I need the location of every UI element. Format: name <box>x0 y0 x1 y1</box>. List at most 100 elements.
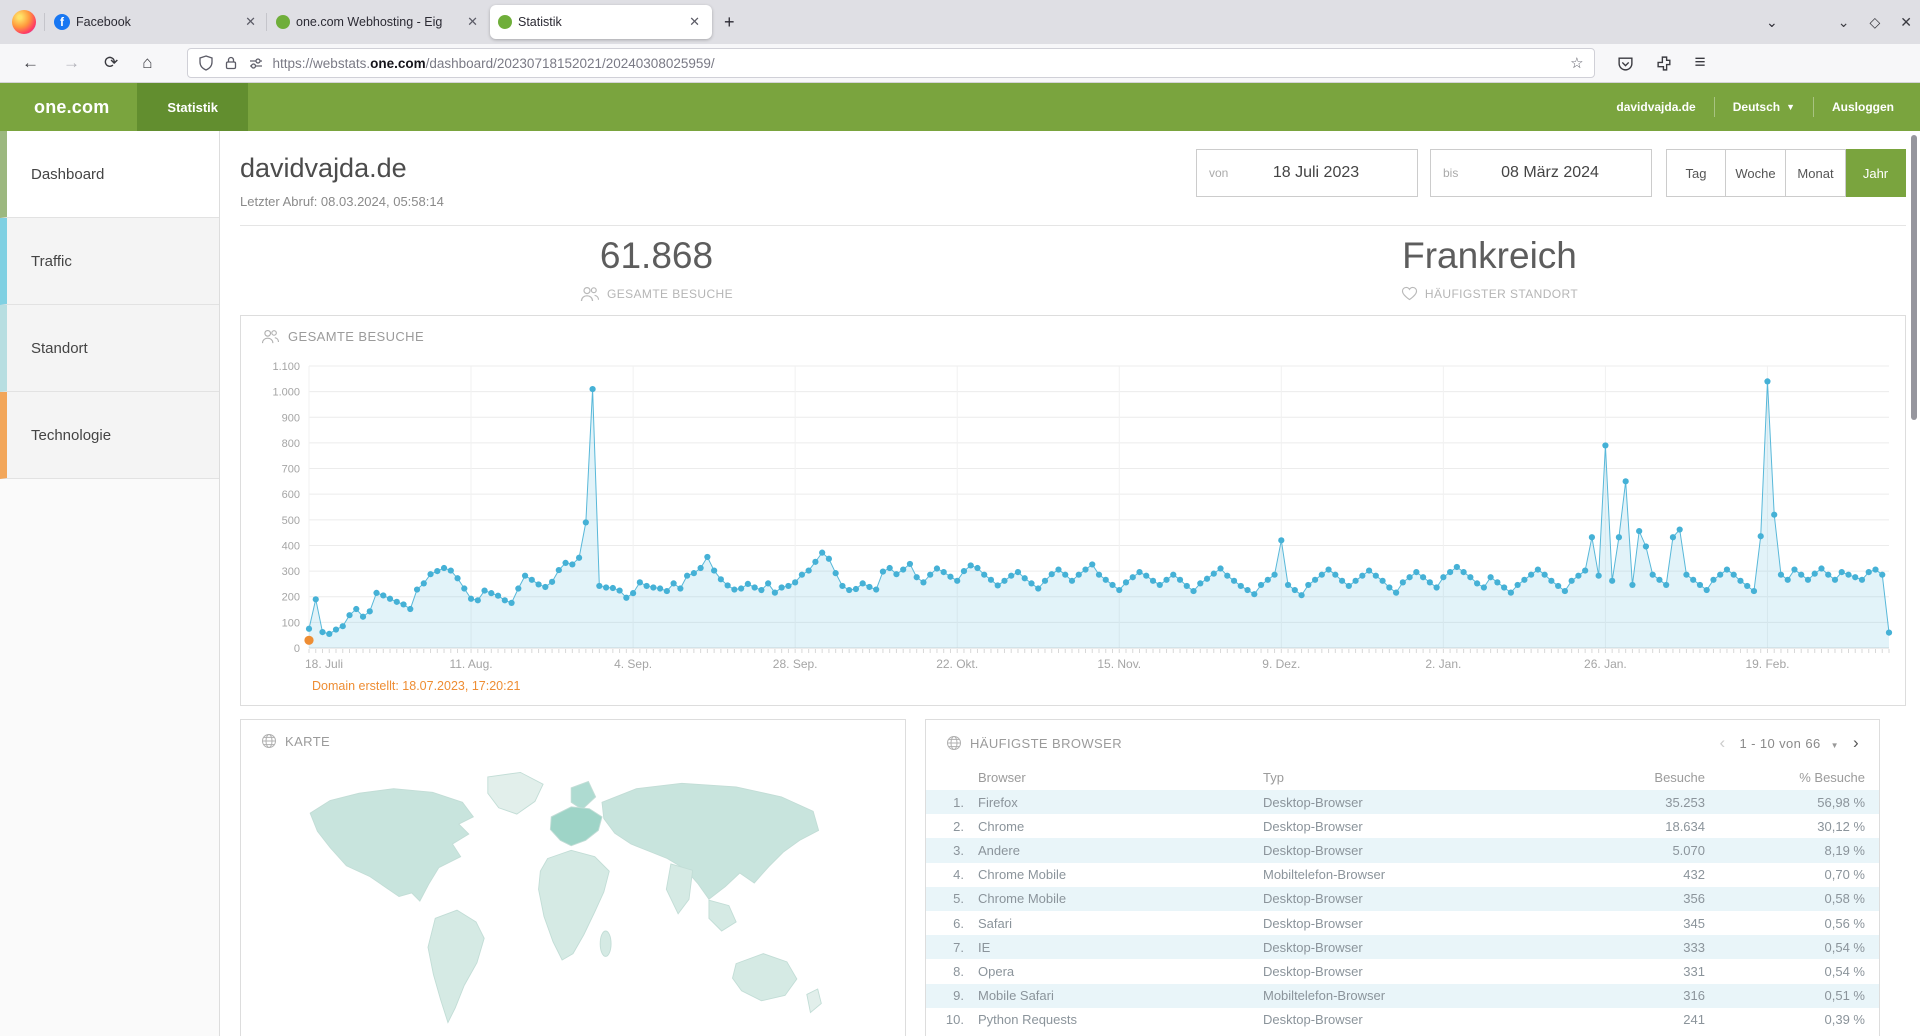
data-point[interactable] <box>927 571 934 578</box>
data-point[interactable] <box>420 580 427 587</box>
data-point[interactable] <box>765 580 772 587</box>
data-point[interactable] <box>839 582 846 590</box>
url-bar[interactable]: https://webstats.one.com/dashboard/20230… <box>186 48 1595 78</box>
data-point[interactable] <box>933 565 941 572</box>
data-point[interactable] <box>738 585 745 592</box>
data-point[interactable] <box>589 385 596 393</box>
data-point[interactable] <box>1365 567 1373 574</box>
data-point[interactable] <box>339 623 346 630</box>
data-point[interactable] <box>1447 569 1454 576</box>
permissions-icon[interactable] <box>248 55 264 71</box>
data-point[interactable] <box>825 555 833 562</box>
data-point[interactable] <box>1555 582 1562 590</box>
data-point[interactable] <box>879 568 887 575</box>
data-point[interactable] <box>447 567 454 574</box>
data-point[interactable] <box>1224 572 1231 579</box>
menu-hamburger-icon[interactable]: ≡ <box>1694 52 1706 73</box>
data-point[interactable] <box>582 519 589 526</box>
data-point[interactable] <box>1237 582 1244 590</box>
data-point[interactable] <box>1163 576 1170 583</box>
data-point[interactable] <box>1170 571 1177 578</box>
data-point[interactable] <box>1771 511 1778 518</box>
data-point[interactable] <box>630 590 637 597</box>
data-point[interactable] <box>819 549 826 556</box>
pagination-dropdown[interactable]: 1 - 10 von 66 ▼ <box>1739 735 1839 751</box>
data-point[interactable] <box>1474 580 1481 587</box>
data-point[interactable] <box>1129 574 1136 581</box>
data-point[interactable] <box>954 577 961 584</box>
data-point[interactable] <box>1332 571 1339 578</box>
data-point[interactable] <box>602 584 610 591</box>
window-maximize-icon[interactable]: ◇ <box>1869 13 1881 30</box>
data-point[interactable] <box>670 580 677 587</box>
data-point[interactable] <box>1838 569 1845 576</box>
data-point[interactable] <box>461 585 468 592</box>
data-point[interactable] <box>974 564 981 572</box>
data-point[interactable] <box>1642 543 1650 550</box>
data-point[interactable] <box>832 570 839 577</box>
data-point[interactable] <box>434 567 441 575</box>
data-point[interactable] <box>413 586 421 593</box>
data-point[interactable] <box>1217 565 1224 572</box>
data-point[interactable] <box>319 629 326 636</box>
data-point[interactable] <box>386 595 394 602</box>
data-point[interactable] <box>312 596 319 603</box>
data-point[interactable] <box>798 571 806 578</box>
data-point[interactable] <box>1183 582 1190 590</box>
data-point[interactable] <box>893 571 900 578</box>
data-point[interactable] <box>663 587 670 595</box>
data-point[interactable] <box>900 566 907 573</box>
data-point[interactable] <box>960 567 968 575</box>
data-point[interactable] <box>1595 572 1602 579</box>
data-point[interactable] <box>940 569 947 576</box>
data-point[interactable] <box>1791 566 1798 573</box>
data-point[interactable] <box>805 567 812 574</box>
data-point[interactable] <box>636 579 643 586</box>
data-point[interactable] <box>535 581 542 588</box>
data-point[interactable] <box>1244 586 1251 594</box>
data-point[interactable] <box>1521 576 1528 583</box>
data-point[interactable] <box>1514 581 1521 589</box>
data-point[interactable] <box>1872 566 1879 573</box>
data-point[interactable] <box>1845 571 1852 578</box>
visits-line-chart[interactable]: 0 100 200 300 400 500 600 700 800 900 1.000 1.100 18… <box>241 352 1903 700</box>
data-point[interactable] <box>393 598 400 605</box>
data-point[interactable] <box>1602 442 1609 449</box>
data-point[interactable] <box>454 575 461 582</box>
data-point[interactable] <box>1831 576 1839 583</box>
data-point[interactable] <box>1068 577 1076 584</box>
data-point[interactable] <box>1723 566 1731 573</box>
list-tabs-icon[interactable]: ⌄ <box>1766 13 1778 30</box>
data-point[interactable] <box>1413 569 1420 576</box>
data-point[interactable] <box>650 584 657 591</box>
data-point[interactable] <box>1264 576 1271 583</box>
data-point[interactable] <box>697 564 704 572</box>
data-point[interactable] <box>1683 571 1690 578</box>
data-point[interactable] <box>744 580 751 588</box>
data-point[interactable] <box>616 587 623 594</box>
data-point[interactable] <box>771 589 778 596</box>
data-point[interactable] <box>569 561 576 568</box>
data-point[interactable] <box>1176 576 1184 583</box>
data-point[interactable] <box>353 605 360 613</box>
data-point[interactable] <box>326 630 333 637</box>
data-point[interactable] <box>1102 576 1109 583</box>
period-button-tag[interactable]: Tag <box>1666 149 1726 197</box>
data-point[interactable] <box>1480 584 1487 591</box>
data-point[interactable] <box>1757 533 1764 540</box>
window-close-icon[interactable]: ✕ <box>1900 13 1912 30</box>
data-point[interactable] <box>1082 566 1089 573</box>
data-point[interactable] <box>380 592 387 599</box>
data-point[interactable] <box>562 559 569 566</box>
data-point[interactable] <box>528 576 535 583</box>
data-point[interactable] <box>1629 581 1636 589</box>
data-point[interactable] <box>1609 577 1616 584</box>
data-point[interactable] <box>1230 577 1238 584</box>
data-point[interactable] <box>731 586 738 593</box>
data-point[interactable] <box>1669 534 1677 541</box>
period-button-jahr[interactable]: Jahr <box>1846 149 1906 197</box>
data-point[interactable] <box>1035 585 1042 592</box>
data-point[interactable] <box>488 590 495 597</box>
data-point[interactable] <box>1399 579 1406 586</box>
data-point[interactable] <box>521 572 529 579</box>
